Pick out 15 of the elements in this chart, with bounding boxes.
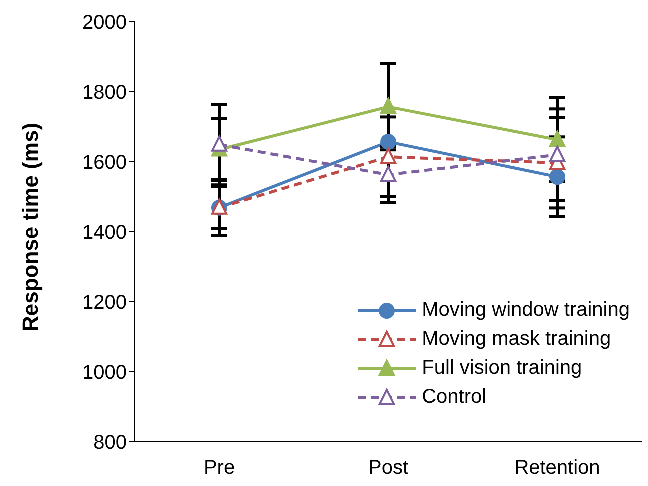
x-tick-label: Pre [204,457,236,480]
y-tick-label: 1400 [82,222,127,244]
legend-label: Moving mask training [422,328,612,351]
y-tick-label: 1000 [82,362,127,384]
y-tick-label: 1200 [82,292,127,314]
legend-label: Moving window training [422,299,630,322]
legend-label: Control [422,386,487,409]
x-tick-label: Retention [514,457,600,480]
y-tick-label: 1600 [82,152,127,174]
y-tick-label: 800 [94,432,127,454]
y-axis-title: Response time (ms) [18,122,43,332]
y-tick-label: 2000 [82,12,127,34]
legend-label: Full vision training [422,357,582,380]
x-tick-label: Post [368,457,409,480]
y-tick-label: 1800 [82,82,127,104]
